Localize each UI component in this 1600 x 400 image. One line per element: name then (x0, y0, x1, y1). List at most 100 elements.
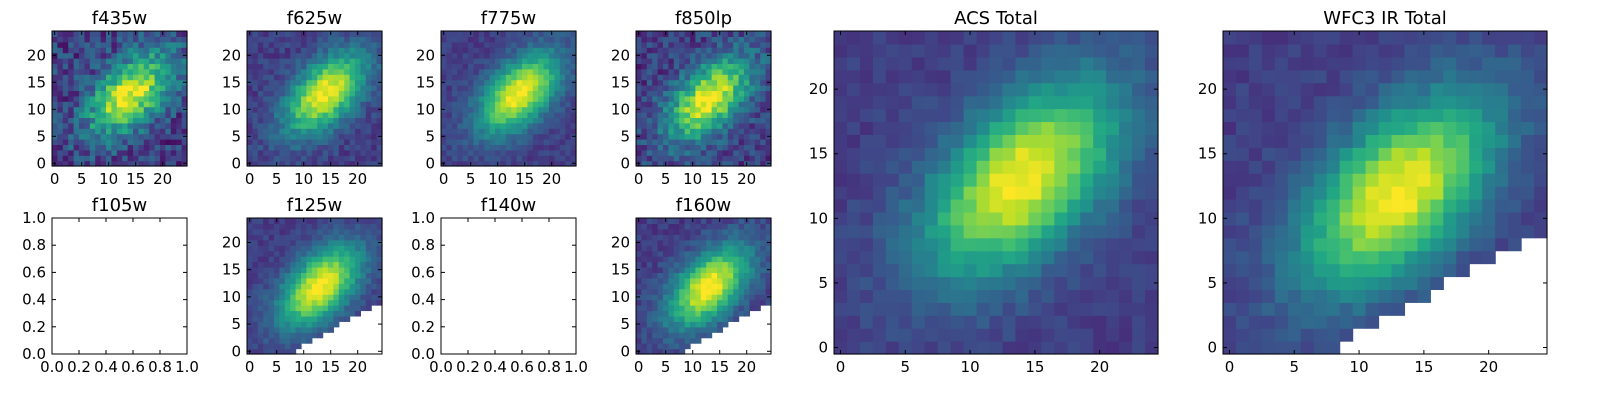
heatmap-cell (760, 41, 767, 48)
heatmap-cell (657, 36, 664, 43)
heatmap-cell (898, 121, 913, 135)
heatmap-cell (1080, 289, 1094, 303)
heatmap-cell (1093, 43, 1107, 58)
heatmap-cell (328, 47, 334, 54)
heatmap-cell (355, 68, 361, 75)
heatmap-cell (549, 58, 555, 64)
heatmap-cell (924, 198, 939, 213)
heatmap-cell (543, 31, 550, 37)
heatmap-cell (846, 160, 861, 174)
heatmap-cell (355, 277, 361, 284)
heatmap-cell (338, 299, 345, 306)
heatmap-cell (484, 106, 491, 113)
heatmap-cell (371, 250, 378, 257)
heatmap-cell (657, 245, 664, 252)
heatmap-cell (62, 90, 69, 97)
heatmap-cell (1067, 43, 1081, 58)
heatmap-cell (1378, 289, 1393, 303)
heatmap-cell (252, 31, 259, 37)
heatmap-cell (1028, 263, 1042, 278)
heatmap-cell (679, 90, 686, 97)
heatmap-cell (252, 256, 259, 263)
heatmap-cell (646, 234, 653, 241)
heatmap-cell (268, 68, 275, 75)
heatmap-cell (911, 198, 926, 213)
heatmap-cell (1274, 289, 1289, 303)
heatmap-cell (727, 85, 734, 91)
y-tick-label: 20 (611, 46, 630, 64)
heatmap-cell (333, 149, 340, 156)
heatmap-cell (311, 250, 318, 257)
heatmap-cell (73, 117, 80, 124)
heatmap-cell (652, 58, 659, 64)
heatmap-cell (478, 41, 485, 48)
heatmap-cell (284, 139, 291, 145)
heatmap-cell (700, 79, 707, 86)
heatmap-cell (268, 106, 275, 113)
heatmap-cell (338, 234, 345, 241)
heatmap-cell (684, 63, 691, 70)
heatmap-cell (738, 234, 745, 241)
heatmap-cell (301, 155, 307, 162)
heatmap-cell (127, 101, 134, 108)
heatmap-cell (657, 63, 664, 70)
heatmap-cell (68, 128, 75, 135)
heatmap-cell (684, 288, 691, 295)
heatmap-cell (478, 160, 485, 167)
heatmap-cell (963, 160, 978, 174)
heatmap-cell (143, 128, 150, 135)
heatmap-cell (1443, 250, 1457, 265)
heatmap-cell (446, 112, 453, 118)
heatmap-cell (1352, 276, 1367, 290)
heatmap-cell (1106, 224, 1120, 239)
heatmap-cell (311, 326, 318, 333)
heatmap-cell (306, 133, 313, 140)
heatmap-cell (636, 117, 642, 124)
heatmap-cell (306, 261, 313, 268)
heatmap-cell (543, 85, 550, 91)
heatmap-cell (711, 288, 718, 295)
heatmap-cell (559, 36, 566, 43)
heatmap-cell (1145, 237, 1159, 252)
heatmap-cell (57, 47, 64, 54)
heatmap-cell (68, 74, 75, 81)
heatmap-cell (165, 68, 172, 75)
heatmap-cell (722, 85, 729, 91)
heatmap-cell (549, 139, 555, 145)
heatmap-cell (657, 128, 664, 135)
heatmap-cell (73, 144, 80, 151)
heatmap-cell (911, 276, 926, 290)
heatmap-cell (976, 250, 991, 265)
heatmap-cell (663, 133, 669, 140)
heatmap-cell (641, 218, 648, 225)
heatmap-cell (744, 245, 750, 252)
heatmap-cell (532, 41, 539, 48)
heatmap-cell (668, 68, 675, 75)
heatmap-cell (1235, 56, 1250, 71)
heatmap-cell (122, 122, 129, 129)
heatmap-cell (1339, 328, 1354, 342)
heatmap-cell (673, 160, 680, 167)
heatmap-cell (505, 31, 512, 37)
heatmap-cell (62, 144, 69, 151)
heatmap-cell (344, 149, 351, 156)
heatmap-cell (301, 101, 307, 108)
heatmap-cell (100, 101, 107, 108)
heatmap-cell (744, 47, 750, 54)
heatmap-cell (911, 263, 926, 278)
heatmap-cell (1002, 108, 1017, 123)
heatmap-cell (1365, 211, 1380, 226)
heatmap-cell (500, 52, 507, 59)
heatmap-cell (1106, 341, 1120, 355)
heatmap-cell (641, 288, 648, 295)
heatmap-cell (344, 47, 351, 54)
heatmap-cell (652, 305, 659, 312)
heatmap-cell (695, 245, 702, 252)
heatmap-cell (1054, 302, 1068, 316)
heatmap-cell (446, 63, 453, 70)
heatmap-cell (252, 47, 259, 54)
heatmap-cell (733, 155, 740, 162)
heatmap-cell (1235, 328, 1250, 342)
heatmap-cell (1326, 147, 1341, 161)
heatmap-cell (565, 149, 572, 156)
